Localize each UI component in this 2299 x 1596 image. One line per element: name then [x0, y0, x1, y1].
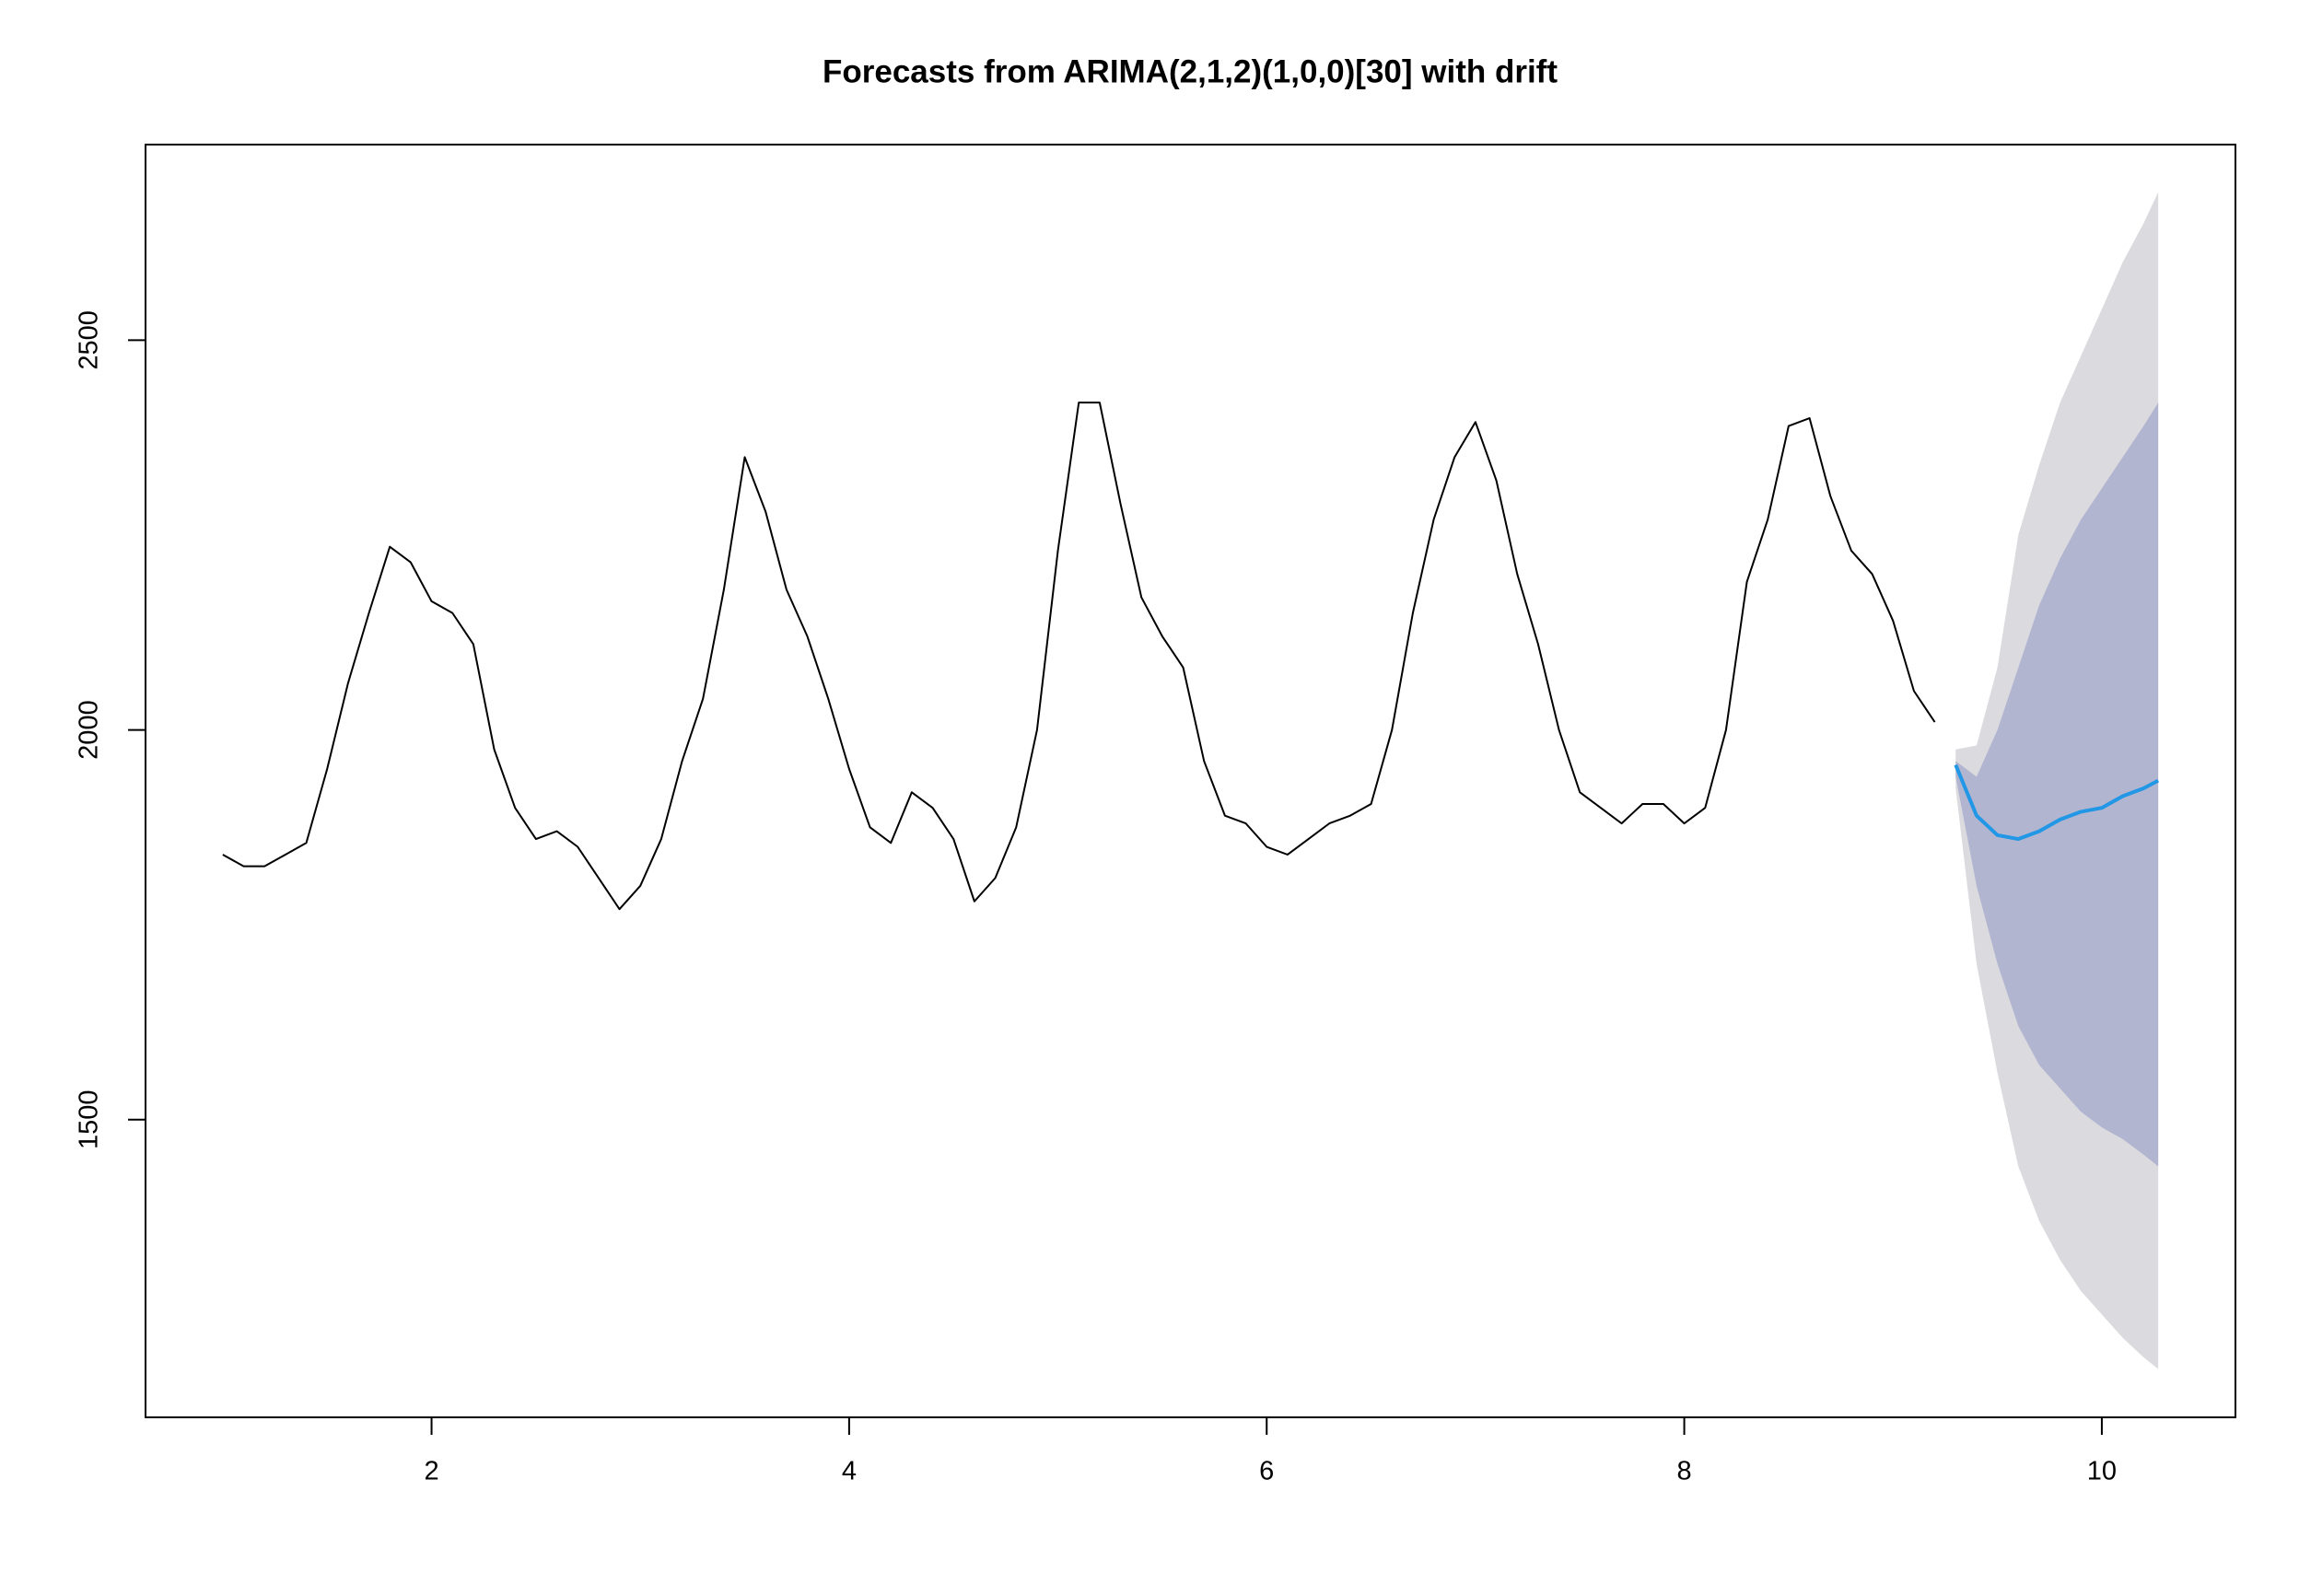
interval-80: [1955, 402, 2159, 1167]
x-tick-label: 6: [1259, 1457, 1274, 1486]
y-tick-label: 2000: [75, 700, 104, 760]
y-tick-label: 1500: [75, 1089, 104, 1149]
forecast-line: [1954, 763, 2160, 842]
x-tick-label: 8: [1677, 1457, 1692, 1486]
history-line: [222, 402, 1936, 911]
chart-title: Forecasts from ARIMA(2,1,2)(1,0,0)[30] w…: [823, 53, 1558, 89]
plot-area: [222, 192, 2160, 1369]
plot-frame: [145, 144, 2236, 1418]
x-tick-label: 4: [842, 1457, 857, 1486]
x-tick-label: 2: [424, 1457, 438, 1486]
x-tick-label: 10: [2087, 1457, 2117, 1486]
y-tick-label: 2500: [75, 310, 104, 370]
